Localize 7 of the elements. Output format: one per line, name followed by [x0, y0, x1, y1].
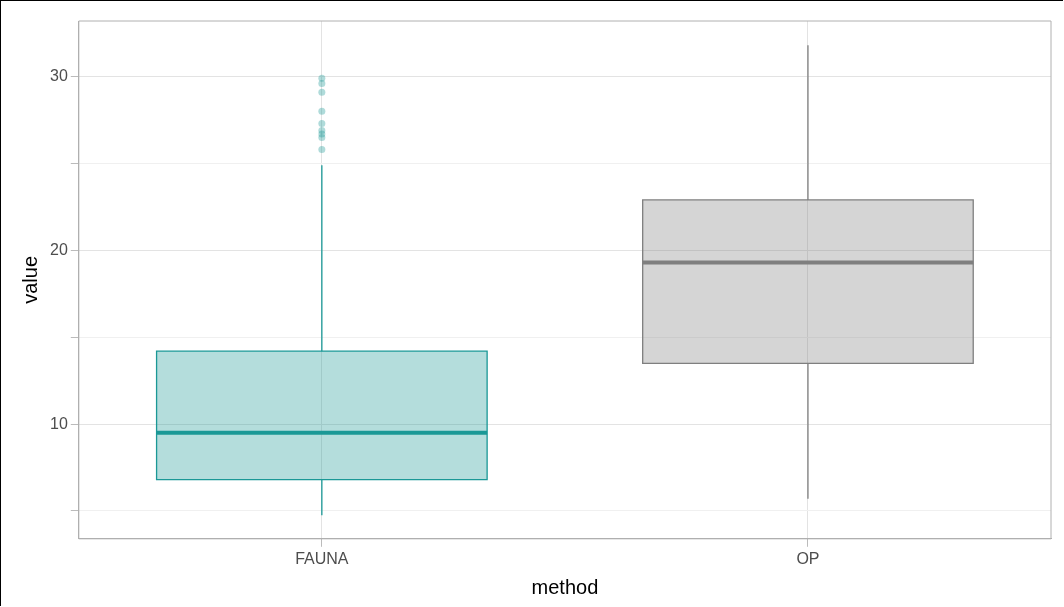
y-tick-label: 20 [50, 240, 68, 258]
y-tick-label: 30 [50, 67, 68, 85]
x-axis-title: method [531, 575, 599, 598]
x-tick-label: OP [796, 549, 820, 567]
x-tick-label: FAUNA [295, 549, 349, 567]
y-tick-label: 10 [50, 414, 68, 432]
y-axis-title: value [18, 255, 41, 304]
